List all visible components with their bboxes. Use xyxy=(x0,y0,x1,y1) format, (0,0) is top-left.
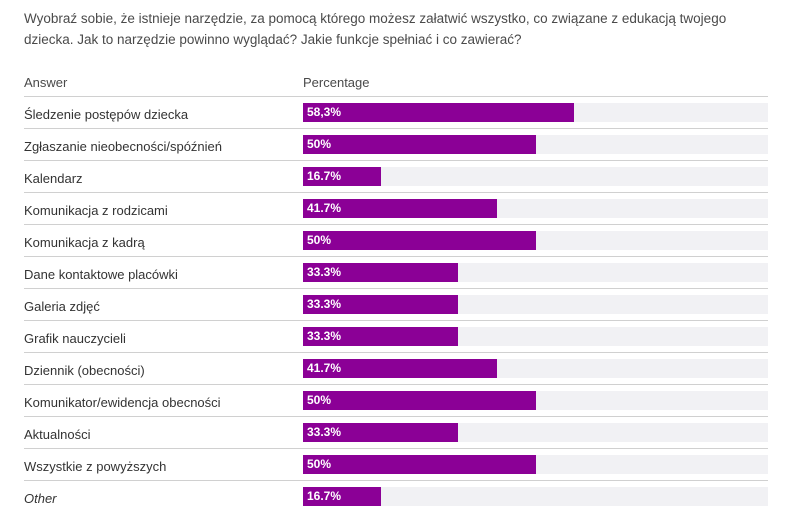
answer-label: Śledzenie postępów dziecka xyxy=(24,107,189,122)
bar: 33.3% xyxy=(303,423,458,442)
table-row: Śledzenie postępów dziecka 58,3% xyxy=(0,96,792,128)
bar-track: 16.7% xyxy=(303,487,768,506)
row-divider xyxy=(24,448,768,449)
table-row: Komunikator/ewidencja obecności 50% xyxy=(0,384,792,416)
table-row: Aktualności 33.3% xyxy=(0,416,792,448)
bar: 16.7% xyxy=(303,487,381,506)
row-divider xyxy=(24,320,768,321)
answer-label: Aktualności xyxy=(24,427,91,442)
bar-track: 33.3% xyxy=(303,423,768,442)
table-row: Zgłaszanie nieobecności/spóźnień 50% xyxy=(0,128,792,160)
bar-track: 50% xyxy=(303,135,768,154)
bar: 33.3% xyxy=(303,295,458,314)
bar: 16.7% xyxy=(303,167,381,186)
bar: 41.7% xyxy=(303,199,497,218)
bar-value-label: 16.7% xyxy=(307,169,342,183)
row-divider xyxy=(24,352,768,353)
row-divider xyxy=(24,480,768,481)
bar-value-label: 58,3% xyxy=(307,105,342,119)
row-divider xyxy=(24,128,768,129)
bar: 50% xyxy=(303,231,536,250)
table-row: Galeria zdjęć 33.3% xyxy=(0,288,792,320)
answer-label: Zgłaszanie nieobecności/spóźnień xyxy=(24,139,223,154)
answer-label: Kalendarz xyxy=(24,171,83,186)
answer-column-header: Answer xyxy=(24,75,68,90)
bar-value-label: 33.3% xyxy=(307,329,342,343)
bar-track: 33.3% xyxy=(303,327,768,346)
answer-label: Other xyxy=(24,491,57,506)
bar-value-label: 33.3% xyxy=(307,297,342,311)
table-row: Dane kontaktowe placówki 33.3% xyxy=(0,256,792,288)
bar-value-label: 50% xyxy=(307,233,332,247)
answer-label: Dziennik (obecności) xyxy=(24,363,145,378)
survey-question: Wyobraź sobie, że istnieje narzędzie, za… xyxy=(24,11,727,47)
table-row: Grafik nauczycieli 33.3% xyxy=(0,320,792,352)
row-divider xyxy=(24,256,768,257)
percentage-column-header: Percentage xyxy=(303,75,370,90)
row-divider xyxy=(24,192,768,193)
bar-value-label: 41.7% xyxy=(307,361,342,375)
table-row: Komunikacja z rodzicami 41.7% xyxy=(0,192,792,224)
table-row: Dziennik (obecności) 41.7% xyxy=(0,352,792,384)
answer-label: Grafik nauczycieli xyxy=(24,331,126,346)
bar-track: 33.3% xyxy=(303,263,768,282)
answer-label: Komunikacja z kadrą xyxy=(24,235,145,250)
table-row: Komunikacja z kadrą 50% xyxy=(0,224,792,256)
table-row: Other 16.7% xyxy=(0,480,792,512)
bar-value-label: 50% xyxy=(307,457,332,471)
row-divider xyxy=(24,384,768,385)
answer-label: Komunikacja z rodzicami xyxy=(24,203,168,218)
bar-value-label: 16.7% xyxy=(307,489,342,503)
row-divider xyxy=(24,416,768,417)
bar-track: 50% xyxy=(303,231,768,250)
bar: 50% xyxy=(303,391,536,410)
row-divider xyxy=(24,160,768,161)
table-row: Kalendarz 16.7% xyxy=(0,160,792,192)
row-divider xyxy=(24,96,768,97)
bar-value-label: 33.3% xyxy=(307,425,342,439)
bar-value-label: 41.7% xyxy=(307,201,342,215)
answer-label: Wszystkie z powyższych xyxy=(24,459,167,474)
answer-label: Galeria zdjęć xyxy=(24,299,100,314)
bar-value-label: 33.3% xyxy=(307,265,342,279)
bar: 41.7% xyxy=(303,359,497,378)
table-row: Wszystkie z powyższych 50% xyxy=(0,448,792,480)
bar-track: 58,3% xyxy=(303,103,768,122)
bar-track: 41.7% xyxy=(303,199,768,218)
bar-track: 33.3% xyxy=(303,295,768,314)
row-divider xyxy=(24,224,768,225)
bar: 33.3% xyxy=(303,263,458,282)
bar: 33.3% xyxy=(303,327,458,346)
answer-label: Dane kontaktowe placówki xyxy=(24,267,178,282)
row-divider xyxy=(24,288,768,289)
bar-value-label: 50% xyxy=(307,137,332,151)
bar: 58,3% xyxy=(303,103,574,122)
bar-track: 50% xyxy=(303,391,768,410)
bar-track: 50% xyxy=(303,455,768,474)
bar-value-label: 50% xyxy=(307,393,332,407)
bar-track: 16.7% xyxy=(303,167,768,186)
bar-track: 41.7% xyxy=(303,359,768,378)
bar: 50% xyxy=(303,455,536,474)
answer-label: Komunikator/ewidencja obecności xyxy=(24,395,221,410)
bar: 50% xyxy=(303,135,536,154)
